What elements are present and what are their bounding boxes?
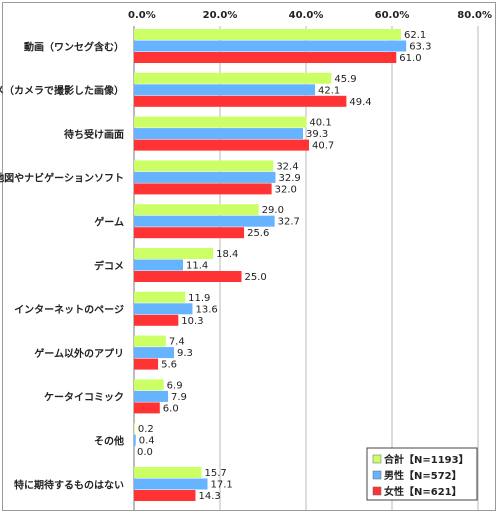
bar xyxy=(134,160,274,172)
bar xyxy=(134,139,310,151)
x-tick-label: 20.0% xyxy=(203,10,238,21)
category-label: デコメ xyxy=(94,259,124,272)
data-labels: 62.163.361.0 45.942.1 49.4 40.139.340.7 32.4… xyxy=(137,30,431,502)
data-label: 39.3 xyxy=(306,129,328,140)
bar xyxy=(134,40,407,52)
data-label: 6.9 xyxy=(167,380,183,391)
category-label: ケータイコミック xyxy=(44,392,124,404)
data-label: 25.0 xyxy=(245,272,267,283)
bar xyxy=(134,271,242,282)
legend-swatch-male xyxy=(372,470,382,480)
category-label: 地図やナビゲーションソフト xyxy=(0,172,124,185)
x-axis-ticks: 0.0% 20.0% 40.0% 60.0% 80.0% xyxy=(128,10,492,21)
bar xyxy=(134,303,193,315)
legend-label-female: 女性【N=621】 xyxy=(384,485,462,498)
bar xyxy=(134,335,166,347)
bar xyxy=(134,183,272,195)
bar xyxy=(134,379,164,391)
category-label: その他 xyxy=(94,434,124,447)
legend: 合計【N=1193】 男性【N=572】 女性【N=621】 xyxy=(366,447,478,501)
category-label: 写メ（カメラで撮影した画像） xyxy=(0,84,124,97)
bar xyxy=(134,259,184,271)
data-label: 40.7 xyxy=(312,141,334,152)
data-label: 7.9 xyxy=(171,392,187,403)
category-label: 待ち受け画面 xyxy=(64,128,124,141)
data-label: 10.3 xyxy=(181,316,203,327)
bar xyxy=(134,478,208,490)
legend-swatch-total xyxy=(372,454,382,464)
bar xyxy=(134,467,202,478)
data-label: 18.4 xyxy=(216,249,238,260)
bar xyxy=(134,95,347,107)
bar xyxy=(134,347,174,359)
data-label: 7.4 xyxy=(169,337,185,348)
category-label: ゲーム以外のアプリ xyxy=(34,347,124,360)
bar xyxy=(134,248,214,259)
bar xyxy=(134,291,186,303)
category-label: 動画（ワンセグ含む） xyxy=(24,40,124,53)
data-label: 62.1 xyxy=(404,30,426,41)
data-label: 32.9 xyxy=(278,173,300,184)
bar xyxy=(134,390,168,402)
legend-box xyxy=(366,447,478,501)
x-tick-label: 40.0% xyxy=(289,10,324,21)
data-label: 32.0 xyxy=(275,184,297,195)
bar xyxy=(134,423,135,435)
data-label: 5.6 xyxy=(161,360,177,371)
x-tick-label: 80.0% xyxy=(457,10,492,21)
category-label: ゲーム xyxy=(94,215,124,228)
data-label: 25.6 xyxy=(247,228,269,239)
data-label: 40.1 xyxy=(309,118,331,129)
data-label: 0.0 xyxy=(137,447,153,458)
category-label: 特に期待するものはない xyxy=(14,478,124,491)
category-label: インターネットのページ xyxy=(14,304,124,316)
data-label: 49.4 xyxy=(349,97,371,108)
data-label: 15.7 xyxy=(205,468,227,479)
bar xyxy=(134,434,136,446)
bar xyxy=(134,171,276,183)
bar xyxy=(134,314,179,326)
bar xyxy=(134,402,160,414)
data-label: 63.3 xyxy=(409,42,431,53)
bar xyxy=(134,29,402,40)
x-tick-label: 60.0% xyxy=(375,10,410,21)
data-label: 0.4 xyxy=(139,436,155,447)
data-label: 42.1 xyxy=(318,85,340,96)
category-labels: 動画（ワンセグ含む） 写メ（カメラで撮影した画像） 待ち受け画面地図やナビゲーション… xyxy=(0,40,124,491)
bar xyxy=(134,84,316,96)
bar xyxy=(134,52,397,63)
bar xyxy=(134,128,303,140)
data-label: 14.3 xyxy=(198,491,220,502)
data-label: 32.7 xyxy=(278,217,300,228)
data-label: 0.2 xyxy=(138,424,154,435)
data-label: 6.0 xyxy=(163,403,179,414)
bar xyxy=(134,215,275,227)
bar xyxy=(134,204,259,216)
bar xyxy=(134,227,245,239)
bar xyxy=(134,116,307,128)
data-label: 9.3 xyxy=(177,348,193,359)
bar xyxy=(134,490,196,501)
bars xyxy=(134,29,407,501)
data-label: 11.4 xyxy=(186,261,208,272)
legend-swatch-female xyxy=(372,486,382,496)
data-label: 32.4 xyxy=(276,161,298,172)
data-label: 29.0 xyxy=(262,205,284,216)
data-label: 17.1 xyxy=(211,480,233,491)
data-label: 11.9 xyxy=(188,293,210,304)
bar xyxy=(134,358,159,370)
legend-label-total: 合計【N=1193】 xyxy=(383,453,469,466)
data-label: 45.9 xyxy=(334,74,356,85)
bar xyxy=(134,72,332,84)
legend-label-male: 男性【N=572】 xyxy=(384,469,462,482)
data-label: 61.0 xyxy=(399,53,421,64)
data-label: 13.6 xyxy=(195,304,217,315)
x-tick-label: 0.0% xyxy=(128,10,156,21)
